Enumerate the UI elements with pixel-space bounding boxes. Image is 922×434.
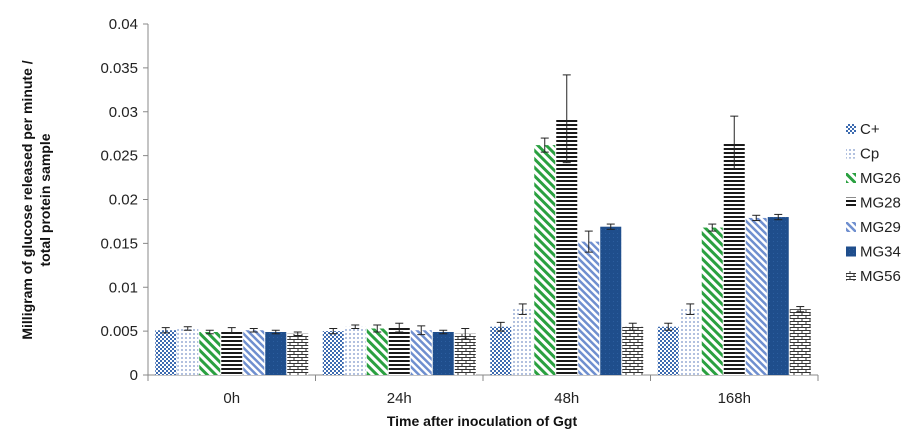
- bar-mg29-24h: [410, 330, 432, 375]
- x-tick-label: 24h: [387, 390, 412, 407]
- bar-c-0h: [155, 330, 177, 375]
- legend-swatch: [846, 148, 856, 159]
- bar-mg56-48h: [622, 326, 644, 375]
- y-tick-label: 0.015: [100, 235, 138, 252]
- y-tick-label: 0.01: [109, 279, 138, 296]
- bar-mg28-48h: [556, 118, 578, 376]
- bar-c-24h: [322, 331, 344, 375]
- legend-swatch: [846, 197, 856, 208]
- bar-cp-24h: [344, 326, 366, 375]
- bar-c-168h: [657, 326, 679, 375]
- bar-mg28-24h: [388, 327, 410, 375]
- bar-c-48h: [490, 326, 512, 375]
- bar-cp-48h: [512, 309, 534, 375]
- bar-cp-168h: [679, 309, 701, 375]
- bar-mg29-168h: [745, 217, 767, 375]
- bar-mg34-24h: [432, 332, 454, 375]
- bar-mg29-48h: [578, 241, 600, 375]
- bar-mg26-0h: [199, 332, 221, 375]
- legend-label: MG29: [860, 219, 901, 236]
- legend-label: MG34: [860, 244, 901, 261]
- y-tick-label: 0.04: [109, 16, 138, 33]
- bar-mg26-48h: [534, 145, 556, 375]
- bars-group: [155, 118, 811, 376]
- legend-swatch: [846, 222, 856, 232]
- legend-swatch: [846, 271, 856, 281]
- bar-mg34-48h: [600, 226, 622, 375]
- y-tick-label: 0.035: [100, 60, 138, 77]
- legend-swatch: [846, 246, 856, 257]
- legend-label: MG26: [860, 170, 901, 187]
- bar-mg26-24h: [366, 328, 388, 375]
- y-tick-label: 0.03: [109, 104, 138, 121]
- y-tick-label: 0.005: [100, 323, 138, 340]
- x-axis-title: Time after inoculation of Ggt: [387, 413, 578, 429]
- y-tick-label: 0.02: [109, 192, 138, 209]
- x-tick-label: 168h: [718, 390, 751, 407]
- legend-label: C+: [860, 121, 880, 138]
- y-axis-title-line1: Milligram of glucose released per minute…: [19, 60, 35, 339]
- bar-mg28-168h: [723, 142, 745, 375]
- legend-label: MG56: [860, 268, 901, 285]
- bar-mg34-0h: [265, 332, 287, 375]
- bar-cp-0h: [177, 328, 199, 375]
- bar-mg28-0h: [221, 330, 243, 375]
- legend-swatch: [846, 124, 856, 134]
- bar-mg26-168h: [701, 227, 723, 375]
- y-axis-title-line2: total protein sample: [37, 133, 53, 266]
- y-tick-label: 0.025: [100, 148, 138, 165]
- legend: C+ Cp MG26 MG28 MG29 MG34 MG56: [846, 121, 901, 285]
- bar-mg34-168h: [767, 217, 789, 375]
- x-axis-ticks: 0h 24h 48h 168h: [147, 375, 819, 407]
- bar-mg56-168h: [789, 309, 811, 375]
- y-tick-label: 0: [130, 367, 138, 384]
- legend-swatch: [846, 173, 856, 183]
- bar-mg56-0h: [287, 333, 309, 375]
- bar-mg29-0h: [243, 330, 265, 375]
- legend-label: MG28: [860, 195, 901, 212]
- bar-mg56-24h: [454, 333, 476, 375]
- y-axis-ticks: 0 0.005 0.01 0.015 0.02 0.025 0.03 0.035 0.04: [100, 16, 148, 384]
- error-bars-group: [161, 74, 805, 340]
- x-tick-label: 48h: [554, 390, 579, 407]
- x-tick-label: 0h: [223, 390, 240, 407]
- legend-label: Cp: [860, 146, 879, 163]
